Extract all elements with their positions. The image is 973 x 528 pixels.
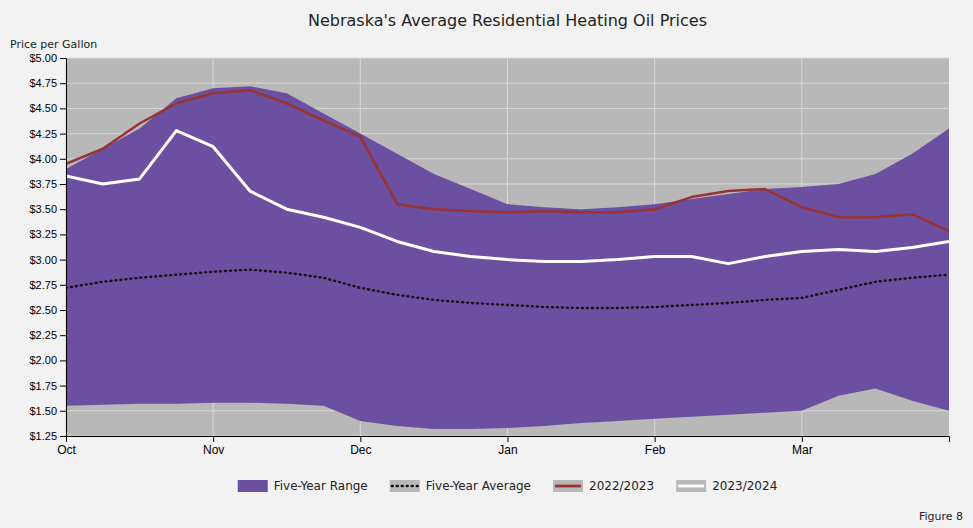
y-tick-label: $2.50 — [29, 304, 57, 316]
y-tick-label: $1.25 — [29, 430, 57, 442]
y-tick-mark — [60, 411, 66, 412]
legend-swatch — [390, 480, 420, 492]
page-background — [0, 0, 973, 528]
y-tick-mark — [60, 260, 66, 261]
legend-item: 2023/2024 — [676, 479, 777, 493]
y-axis-line — [60, 59, 67, 437]
y-tick-label: $4.00 — [29, 153, 57, 165]
x-axis: Oct Nov Dec Jan Feb Mar — [57, 436, 949, 457]
y-tick-label: $2.00 — [29, 354, 57, 366]
legend-label: Five-Year Range — [274, 479, 368, 493]
y-tick-label: $3.00 — [29, 254, 57, 266]
x-tick-mark — [360, 436, 361, 442]
y-tick-label: $3.25 — [29, 228, 57, 240]
y-tick: $3.50 — [29, 203, 66, 215]
marks — [66, 86, 949, 429]
y-tick-mark — [60, 209, 66, 210]
y-tick: $3.25 — [29, 228, 66, 240]
y-tick-mark — [60, 360, 66, 361]
legend-item: Five-Year Average — [390, 479, 531, 493]
y-tick: $2.75 — [29, 279, 66, 291]
x-tick-label: Dec — [350, 443, 371, 457]
legend-label: 2023/2024 — [712, 479, 777, 493]
y-tick: $1.25 — [29, 430, 66, 442]
series-line — [66, 131, 949, 264]
legend-item: 2022/2023 — [553, 479, 654, 493]
y-tick-mark — [60, 234, 66, 235]
x-tick: Dec — [350, 436, 371, 457]
legend-line — [392, 485, 418, 487]
y-tick: $4.50 — [29, 102, 66, 114]
range-band — [66, 86, 949, 429]
y-tick-label: $4.50 — [29, 102, 57, 114]
x-tick-mark — [66, 436, 67, 442]
y-tick-mark — [60, 285, 66, 286]
y-tick-mark — [60, 159, 66, 160]
x-tick-label: Nov — [203, 443, 224, 457]
x-tick-mark — [655, 436, 656, 442]
legend-swatch — [238, 480, 268, 492]
y-tick: $1.75 — [29, 380, 66, 392]
y-tick-mark — [60, 310, 66, 311]
y-tick-label: $4.75 — [29, 77, 57, 89]
x-tick: Feb — [645, 436, 666, 457]
legend-label: Five-Year Average — [426, 479, 531, 493]
legend-line — [678, 485, 704, 488]
x-tick-label: Jan — [498, 443, 517, 457]
y-tick: $4.00 — [29, 153, 66, 165]
y-tick-mark — [60, 83, 66, 84]
y-tick: $3.75 — [29, 178, 66, 190]
x-tick: Mar — [792, 436, 813, 457]
legend: Five-Year Range Five-Year Average 2022/202… — [238, 479, 778, 493]
title: Nebraska's Average Residential Heating O… — [308, 11, 707, 30]
y-tick: $2.25 — [29, 329, 66, 341]
plot-background — [66, 58, 949, 436]
plot: $1.25 $1.50 $1.75 $2.00 $2.25 $2.50 $2.75 $3.00… — [29, 52, 949, 457]
y-tick-mark — [60, 108, 66, 109]
legend-line — [555, 485, 581, 488]
y-tick-mark — [60, 386, 66, 387]
x-tick-label: Mar — [792, 443, 813, 457]
legend-swatch — [676, 480, 706, 492]
legend-item: Five-Year Range — [238, 479, 368, 493]
grid — [66, 58, 949, 436]
y-tick-label: $1.75 — [29, 380, 57, 392]
y-tick: $2.00 — [29, 354, 66, 366]
x-tick: Jan — [498, 436, 517, 457]
x-tick: Oct — [57, 436, 76, 457]
y-tick-mark — [60, 58, 66, 59]
y-tick-label: $4.25 — [29, 128, 57, 140]
x-axis-line — [67, 437, 950, 443]
annotation: Figure 8 — [919, 510, 963, 523]
y-tick: $3.00 — [29, 254, 66, 266]
x-tick-label: Feb — [645, 443, 666, 457]
chart: $1.25 $1.50 $1.75 $2.00 $2.25 $2.50 $2.75 $3.00… — [0, 0, 973, 528]
y-tick-mark — [60, 134, 66, 135]
y-tick-mark — [60, 436, 66, 437]
y-axis-title: Price per Gallon — [10, 38, 97, 51]
x-tick-mark — [802, 436, 803, 442]
y-tick-mark — [60, 184, 66, 185]
y-tick-label: $3.50 — [29, 203, 57, 215]
y-tick: $4.75 — [29, 77, 66, 89]
y-tick-mark — [60, 335, 66, 336]
x-tick-mark — [213, 436, 214, 442]
series-line — [66, 270, 949, 308]
y-axis: $1.25 $1.50 $1.75 $2.00 $2.25 $2.50 $2.75 $3.00… — [29, 52, 66, 442]
y-tick-label: $2.75 — [29, 279, 57, 291]
y-tick: $1.50 — [29, 405, 66, 417]
y-tick-label: $2.25 — [29, 329, 57, 341]
y-tick: $5.00 — [29, 52, 66, 64]
legend-swatch — [553, 480, 583, 492]
x-tick: Nov — [203, 436, 224, 457]
x-tick-label: Oct — [57, 443, 76, 457]
legend-label: 2022/2023 — [589, 479, 654, 493]
y-tick-label: $3.75 — [29, 178, 57, 190]
y-tick-label: $5.00 — [29, 52, 57, 64]
y-tick: $2.50 — [29, 304, 66, 316]
x-tick-mark — [508, 436, 509, 442]
y-tick: $4.25 — [29, 128, 66, 140]
series-line — [66, 90, 949, 231]
y-tick-label: $1.50 — [29, 405, 57, 417]
